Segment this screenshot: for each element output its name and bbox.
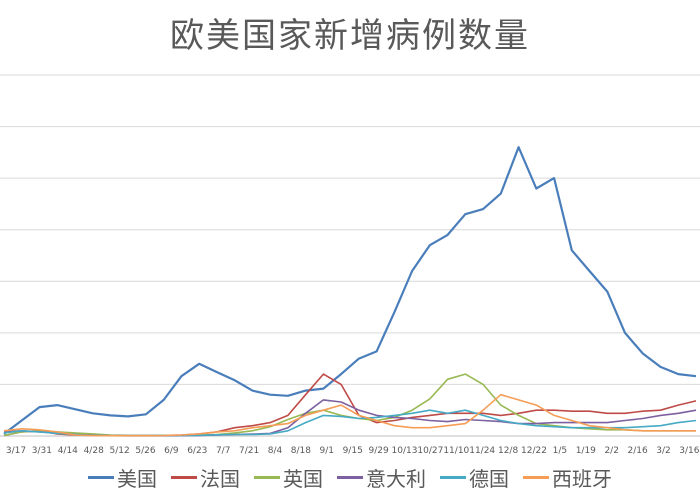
- legend-item: 西班牙: [523, 463, 612, 492]
- x-tick-label: 2/16: [627, 446, 647, 456]
- legend: 美国 法国 英国 意大利 德国 西班牙: [0, 462, 700, 492]
- series-lines: [3, 146, 697, 437]
- legend-swatch: [88, 475, 114, 479]
- x-tick-label: 4/28: [84, 446, 104, 456]
- x-tick-label: 1/5: [553, 446, 567, 456]
- x-tick-label: 6/9: [164, 446, 179, 456]
- series-line-6: [3, 393, 696, 437]
- legend-swatch: [523, 475, 549, 479]
- x-tick-label: 9/15: [343, 446, 363, 456]
- x-tick-label: 9/1: [320, 446, 334, 456]
- x-tick-label: 7/7: [216, 446, 230, 456]
- chart-title: 欧美国家新增病例数量: [170, 16, 530, 56]
- legend-label: 法国: [200, 466, 240, 491]
- legend-label: 西班牙: [552, 466, 612, 491]
- legend-swatch: [440, 475, 466, 479]
- x-tick-label: 11/10: [443, 446, 469, 456]
- legend-label: 英国: [283, 466, 323, 491]
- x-tick-label: 12/22: [521, 446, 547, 456]
- x-tick-label: 2/2: [604, 446, 618, 456]
- legend-label: 德国: [469, 466, 509, 491]
- x-tick-label: 10/27: [417, 446, 443, 456]
- legend-item: 意大利: [337, 463, 426, 492]
- x-tick-label: 3/16: [679, 446, 699, 456]
- x-tick-label: 3/2: [656, 446, 670, 456]
- legend-item: 德国: [440, 463, 509, 492]
- series-line-1: [3, 146, 697, 435]
- x-tick-label: 9/29: [368, 446, 388, 456]
- x-tick-label: 7/21: [239, 446, 259, 456]
- legend-swatch: [171, 475, 197, 479]
- x-tick-label: 12/8: [498, 446, 518, 456]
- legend-item: 美国: [88, 463, 157, 492]
- x-tick-label: 4/14: [58, 446, 78, 456]
- x-tick-label: 5/12: [109, 446, 129, 456]
- x-tick-label: 8/18: [291, 446, 311, 456]
- legend-swatch: [337, 475, 363, 479]
- x-tick-label: 8/4: [268, 446, 283, 456]
- x-tick-label: 10/13: [392, 446, 418, 456]
- x-axis: 3/17 3/31 4/14 4/28 5/12 5/26 6/9 6/23 7/7 7/21 8/…: [0, 435, 700, 456]
- legend-item: 英国: [254, 463, 323, 492]
- legend-swatch: [254, 475, 280, 479]
- x-tick-label: 3/31: [32, 446, 52, 456]
- x-tick-label: 5/26: [135, 446, 155, 456]
- legend-label: 意大利: [366, 466, 426, 491]
- gridlines: [0, 74, 700, 385]
- x-tick-label: 3/17: [6, 446, 26, 456]
- x-tick-label: 1/19: [576, 446, 596, 456]
- x-tick-label: 11/24: [469, 446, 495, 456]
- legend-item: 法国: [171, 463, 240, 492]
- x-tick-label: 6/23: [187, 446, 207, 456]
- legend-label: 美国: [117, 466, 157, 491]
